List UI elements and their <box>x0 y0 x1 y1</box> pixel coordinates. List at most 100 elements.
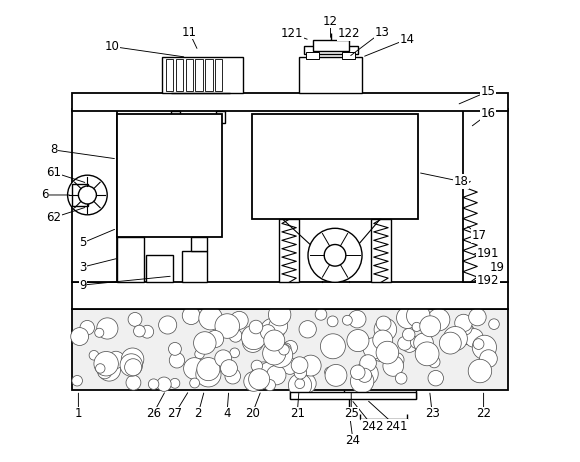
Circle shape <box>195 349 204 359</box>
Text: 241: 241 <box>385 420 408 433</box>
Text: 21: 21 <box>289 407 304 420</box>
Circle shape <box>428 371 444 386</box>
Circle shape <box>215 350 231 367</box>
Circle shape <box>443 327 467 351</box>
Circle shape <box>288 374 311 397</box>
Circle shape <box>120 354 143 376</box>
Circle shape <box>97 318 118 339</box>
Circle shape <box>390 353 404 367</box>
Circle shape <box>190 378 200 388</box>
Circle shape <box>78 186 96 204</box>
Circle shape <box>403 328 415 341</box>
Circle shape <box>374 350 385 361</box>
Circle shape <box>141 325 154 338</box>
Circle shape <box>267 365 286 385</box>
Circle shape <box>469 308 486 326</box>
Circle shape <box>420 316 441 337</box>
Circle shape <box>284 340 298 354</box>
Circle shape <box>468 359 492 383</box>
Circle shape <box>68 175 107 215</box>
Text: 8: 8 <box>50 144 58 157</box>
Bar <box>306 52 319 59</box>
Bar <box>191 237 207 251</box>
Bar <box>303 46 357 54</box>
Text: 12: 12 <box>323 15 338 28</box>
Circle shape <box>294 366 307 379</box>
Bar <box>215 59 223 91</box>
Circle shape <box>260 325 276 340</box>
Circle shape <box>472 335 496 359</box>
Bar <box>117 114 223 237</box>
Circle shape <box>196 362 221 387</box>
Circle shape <box>169 353 184 368</box>
Circle shape <box>94 352 118 376</box>
Circle shape <box>220 360 237 377</box>
Circle shape <box>194 332 216 354</box>
Bar <box>216 111 225 123</box>
Circle shape <box>199 306 222 330</box>
Circle shape <box>324 244 346 266</box>
Bar <box>72 93 508 111</box>
Text: 9: 9 <box>79 279 86 292</box>
Circle shape <box>342 316 352 325</box>
Circle shape <box>363 338 385 359</box>
Bar <box>176 59 183 91</box>
Text: 27: 27 <box>167 407 182 420</box>
Circle shape <box>325 365 347 386</box>
Circle shape <box>215 314 240 338</box>
Bar <box>162 57 243 93</box>
Circle shape <box>229 329 242 342</box>
Circle shape <box>249 369 270 390</box>
Bar <box>290 392 416 399</box>
Circle shape <box>241 325 266 350</box>
Circle shape <box>71 328 89 346</box>
Circle shape <box>374 318 397 341</box>
Circle shape <box>414 333 433 353</box>
Circle shape <box>355 362 378 385</box>
Circle shape <box>89 351 99 360</box>
Circle shape <box>278 345 289 355</box>
Circle shape <box>80 321 95 335</box>
Bar <box>252 114 418 219</box>
Circle shape <box>282 358 298 374</box>
Circle shape <box>396 372 407 384</box>
Bar <box>195 59 202 91</box>
Circle shape <box>350 365 365 380</box>
Circle shape <box>411 336 423 348</box>
Circle shape <box>206 330 224 347</box>
Bar <box>182 251 207 282</box>
Bar <box>313 40 349 51</box>
Circle shape <box>376 316 391 331</box>
Bar <box>72 184 88 206</box>
Circle shape <box>440 332 461 354</box>
Circle shape <box>297 374 316 393</box>
Circle shape <box>269 304 291 326</box>
Circle shape <box>269 317 288 336</box>
Circle shape <box>454 323 476 345</box>
Text: 4: 4 <box>223 407 231 420</box>
Bar <box>166 59 173 91</box>
Circle shape <box>121 348 144 371</box>
Bar <box>371 219 391 282</box>
Text: 62: 62 <box>46 211 61 224</box>
Circle shape <box>157 377 171 391</box>
Circle shape <box>489 319 499 329</box>
Circle shape <box>376 341 398 364</box>
Circle shape <box>264 330 285 351</box>
Text: 14: 14 <box>400 33 415 46</box>
Circle shape <box>253 371 264 383</box>
Bar <box>299 57 362 93</box>
Circle shape <box>169 342 182 355</box>
Text: 121: 121 <box>281 27 303 40</box>
Circle shape <box>96 364 105 373</box>
Circle shape <box>72 376 82 386</box>
Circle shape <box>360 355 376 371</box>
Circle shape <box>244 371 263 391</box>
Circle shape <box>457 320 472 335</box>
Circle shape <box>325 367 335 377</box>
Circle shape <box>197 358 220 381</box>
Circle shape <box>398 336 412 350</box>
Text: 16: 16 <box>481 108 495 121</box>
Circle shape <box>327 316 338 327</box>
Circle shape <box>455 314 472 332</box>
